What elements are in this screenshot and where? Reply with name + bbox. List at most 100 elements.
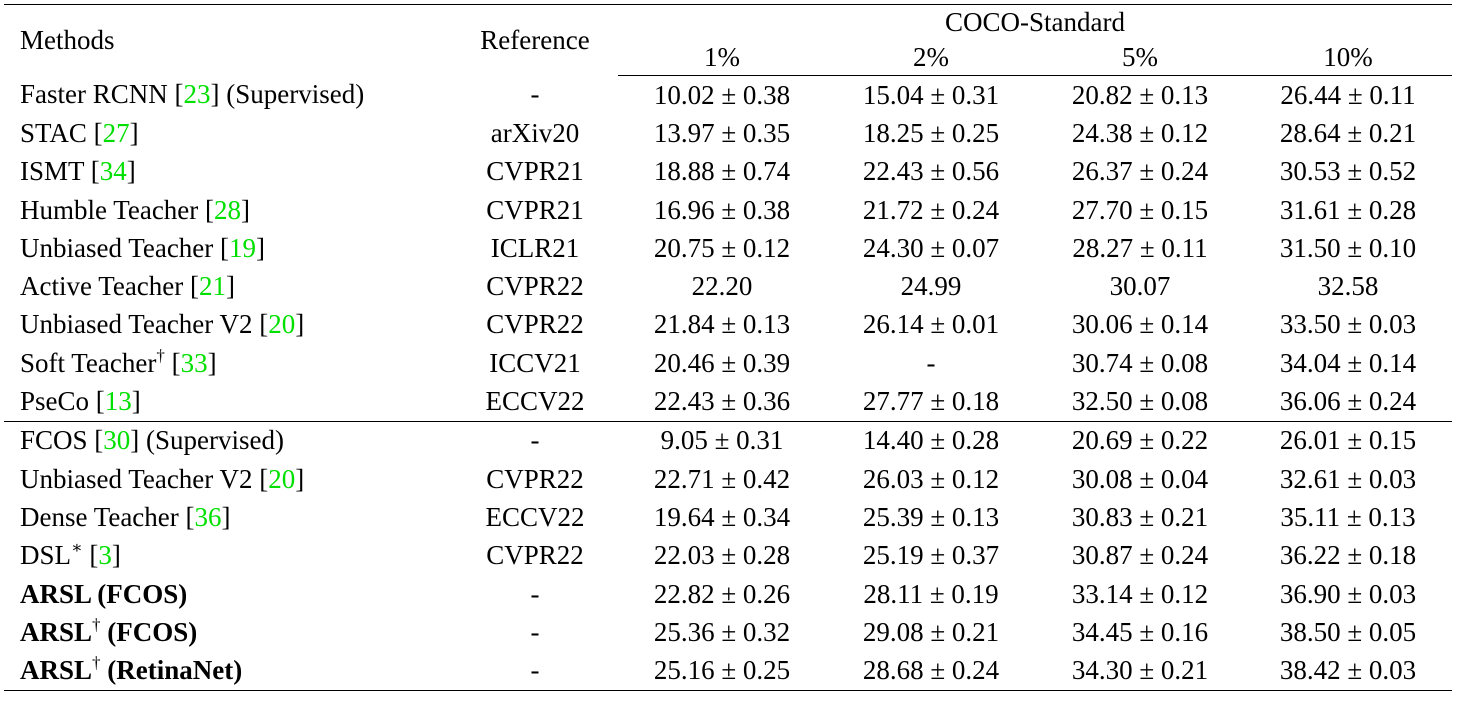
- value-cell: 18.25 ± 0.25: [862, 117, 1000, 148]
- citation-link[interactable]: 23: [183, 79, 211, 110]
- citation-link[interactable]: 21: [199, 271, 227, 302]
- value-cell: 30.87 ± 0.24: [1071, 540, 1209, 571]
- method-name: Unbiased Teacher V2: [20, 309, 253, 340]
- method-cell: Unbiased Teacher V2 [20]: [20, 463, 305, 494]
- reference-cell: -: [530, 578, 540, 609]
- value-cell: 33.50 ± 0.03: [1279, 309, 1417, 340]
- reference-cell: -: [452, 420, 618, 460]
- value-cell: 21.72 ± 0.24: [862, 194, 1000, 225]
- value-cell: 27.77 ± 0.18: [862, 386, 1000, 417]
- citation-link[interactable]: 13: [104, 386, 132, 417]
- value-cell: 25.19 ± 0.37: [862, 540, 1000, 571]
- value-cell: 26.14 ± 0.01: [862, 309, 1000, 340]
- table-row: ARSL (FCOS) - 22.82 ± 0.26 28.11 ± 0.19 33.1…: [4, 575, 1452, 613]
- method-cell: FCOS [30] (Supervised): [4, 420, 452, 460]
- method-cell: Dense Teacher [36]: [20, 501, 231, 532]
- value-cell: 30.08 ± 0.04: [1071, 463, 1209, 494]
- value-cell: 38.50 ± 0.05: [1279, 616, 1417, 647]
- value-cell: 28.68 ± 0.24: [826, 651, 1036, 691]
- value-cell: 24.30 ± 0.07: [862, 232, 1000, 263]
- citation-link[interactable]: 30: [103, 425, 131, 456]
- method-cell: ISMT [34]: [20, 156, 136, 187]
- method-name: Faster RCNN: [20, 79, 168, 110]
- value-cell: 20.46 ± 0.39: [653, 347, 791, 378]
- col-header-10pct: 10%: [1244, 39, 1453, 76]
- method-superscript: ∗: [71, 538, 83, 558]
- method-superscript: †: [156, 345, 165, 365]
- citation-link[interactable]: 20: [268, 309, 296, 340]
- value-cell: 22.20: [691, 271, 753, 302]
- method-name: Unbiased Teacher: [20, 232, 214, 263]
- value-cell: 22.82 ± 0.26: [653, 578, 791, 609]
- table-row: Humble Teacher [28] CVPR21 16.96 ± 0.38 21.…: [4, 191, 1452, 229]
- col-header-2pct: 2%: [826, 39, 1036, 76]
- method-suffix: (FCOS): [90, 578, 188, 609]
- value-cell: 28.64 ± 0.21: [1279, 117, 1417, 148]
- value-cell: 25.36 ± 0.32: [653, 616, 791, 647]
- citation-link[interactable]: 33: [180, 347, 208, 378]
- table-row: ARSL† (RetinaNet) -25.16 ± 0.25 28.68 ± 0.…: [4, 651, 1453, 691]
- table-row: Unbiased Teacher V2 [20] CVPR22 22.71 ± 0.…: [4, 460, 1452, 498]
- coco-standard-header: COCO-Standard: [618, 4, 1453, 39]
- value-cell: 30.07: [1109, 271, 1171, 302]
- citation-link[interactable]: 27: [102, 117, 130, 148]
- method-name: Active Teacher: [20, 271, 184, 302]
- value-cell: 38.42 ± 0.03: [1244, 651, 1453, 691]
- method-cell: Unbiased Teacher V2 [20]: [20, 309, 305, 340]
- reference-header: Reference: [452, 4, 618, 76]
- table-row: DSL∗ [3] CVPR22 22.03 ± 0.28 25.19 ± 0.37 30…: [4, 537, 1452, 575]
- reference-cell: -: [530, 616, 540, 647]
- reference-cell: CVPR21: [486, 194, 584, 225]
- citation-link[interactable]: 20: [268, 463, 296, 494]
- method-cell: Faster RCNN [23] (Supervised): [20, 79, 365, 110]
- value-cell: 34.04 ± 0.14: [1279, 347, 1417, 378]
- value-cell: 36.90 ± 0.03: [1279, 578, 1417, 609]
- reference-cell: -: [530, 79, 540, 110]
- value-cell: 22.43 ± 0.56: [862, 156, 1000, 187]
- reference-cell: arXiv20: [490, 117, 580, 148]
- method-name: Soft Teacher: [20, 347, 157, 378]
- reference-cell: CVPR22: [486, 540, 584, 571]
- citation-link[interactable]: 36: [194, 501, 222, 532]
- method-name: DSL: [20, 540, 72, 571]
- value-cell: 26.01 ± 0.15: [1244, 420, 1453, 460]
- citation-link[interactable]: 19: [229, 232, 257, 263]
- value-cell: 10.02 ± 0.38: [653, 79, 791, 110]
- value-cell: 32.50 ± 0.08: [1071, 386, 1209, 417]
- col-header-1pct: 1%: [618, 39, 826, 76]
- value-cell: 24.99: [900, 271, 962, 302]
- citation-link[interactable]: 28: [214, 194, 242, 225]
- reference-cell: CVPR22: [486, 309, 584, 340]
- value-cell: 31.61 ± 0.28: [1279, 194, 1417, 225]
- method-name: ARSL: [20, 578, 91, 609]
- method-name: FCOS: [20, 425, 88, 456]
- method-suffix: (Supervised): [219, 79, 365, 110]
- value-cell: 9.05 ± 0.31: [618, 420, 826, 460]
- value-cell: 20.69 ± 0.22: [1036, 420, 1244, 460]
- table-row: Soft Teacher† [33] ICCV21 20.46 ± 0.39 - 30.…: [4, 344, 1452, 382]
- citation-link[interactable]: 34: [99, 156, 127, 187]
- method-name: ARSL: [20, 616, 93, 647]
- citation-link[interactable]: 3: [98, 540, 112, 571]
- method-name: ARSL: [20, 655, 93, 686]
- method-cell: ARSL† (RetinaNet): [4, 651, 452, 691]
- table-body: Faster RCNN [23] (Supervised) - 10.02 ± 0.…: [4, 76, 1453, 691]
- value-cell: 25.16 ± 0.25: [618, 651, 826, 691]
- table-row: PseCo [13] ECCV22 22.43 ± 0.36 27.77 ± 0.18…: [4, 382, 1452, 421]
- reference-cell: ICLR21: [490, 232, 580, 263]
- value-cell: 26.03 ± 0.12: [862, 463, 1000, 494]
- method-name: STAC: [20, 117, 87, 148]
- method-cell: Unbiased Teacher [19]: [20, 232, 266, 263]
- value-cell: 32.61 ± 0.03: [1279, 463, 1417, 494]
- value-cell: 22.71 ± 0.42: [653, 463, 791, 494]
- value-cell: -: [926, 347, 936, 378]
- value-cell: 31.50 ± 0.10: [1279, 232, 1417, 263]
- value-cell: 36.22 ± 0.18: [1279, 540, 1417, 571]
- method-suffix: (Supervised): [139, 425, 285, 456]
- method-cell: STAC [27]: [20, 117, 139, 148]
- value-cell: 34.30 ± 0.21: [1036, 651, 1244, 691]
- reference-cell: ICCV21: [489, 347, 581, 378]
- table-row: Active Teacher [21] CVPR22 22.20 24.99 30.07…: [4, 267, 1452, 305]
- method-name: ISMT: [20, 156, 85, 187]
